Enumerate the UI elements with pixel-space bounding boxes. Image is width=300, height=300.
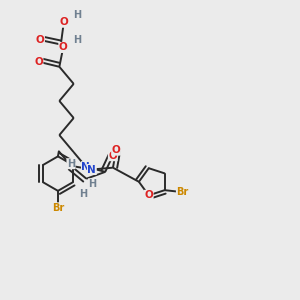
Text: H: H bbox=[80, 189, 88, 199]
Text: H: H bbox=[67, 159, 75, 169]
Text: O: O bbox=[34, 57, 43, 67]
Text: N: N bbox=[88, 164, 96, 175]
Text: O: O bbox=[112, 145, 120, 155]
Text: O: O bbox=[59, 43, 68, 52]
Text: Br: Br bbox=[52, 203, 64, 213]
Text: O: O bbox=[108, 151, 117, 161]
Text: N: N bbox=[82, 162, 90, 172]
Text: H: H bbox=[73, 10, 81, 20]
Text: Br: Br bbox=[176, 187, 189, 196]
Text: H: H bbox=[73, 35, 81, 45]
Text: H: H bbox=[88, 179, 97, 189]
Text: O: O bbox=[36, 35, 44, 45]
Text: O: O bbox=[144, 190, 153, 200]
Text: O: O bbox=[59, 17, 68, 27]
